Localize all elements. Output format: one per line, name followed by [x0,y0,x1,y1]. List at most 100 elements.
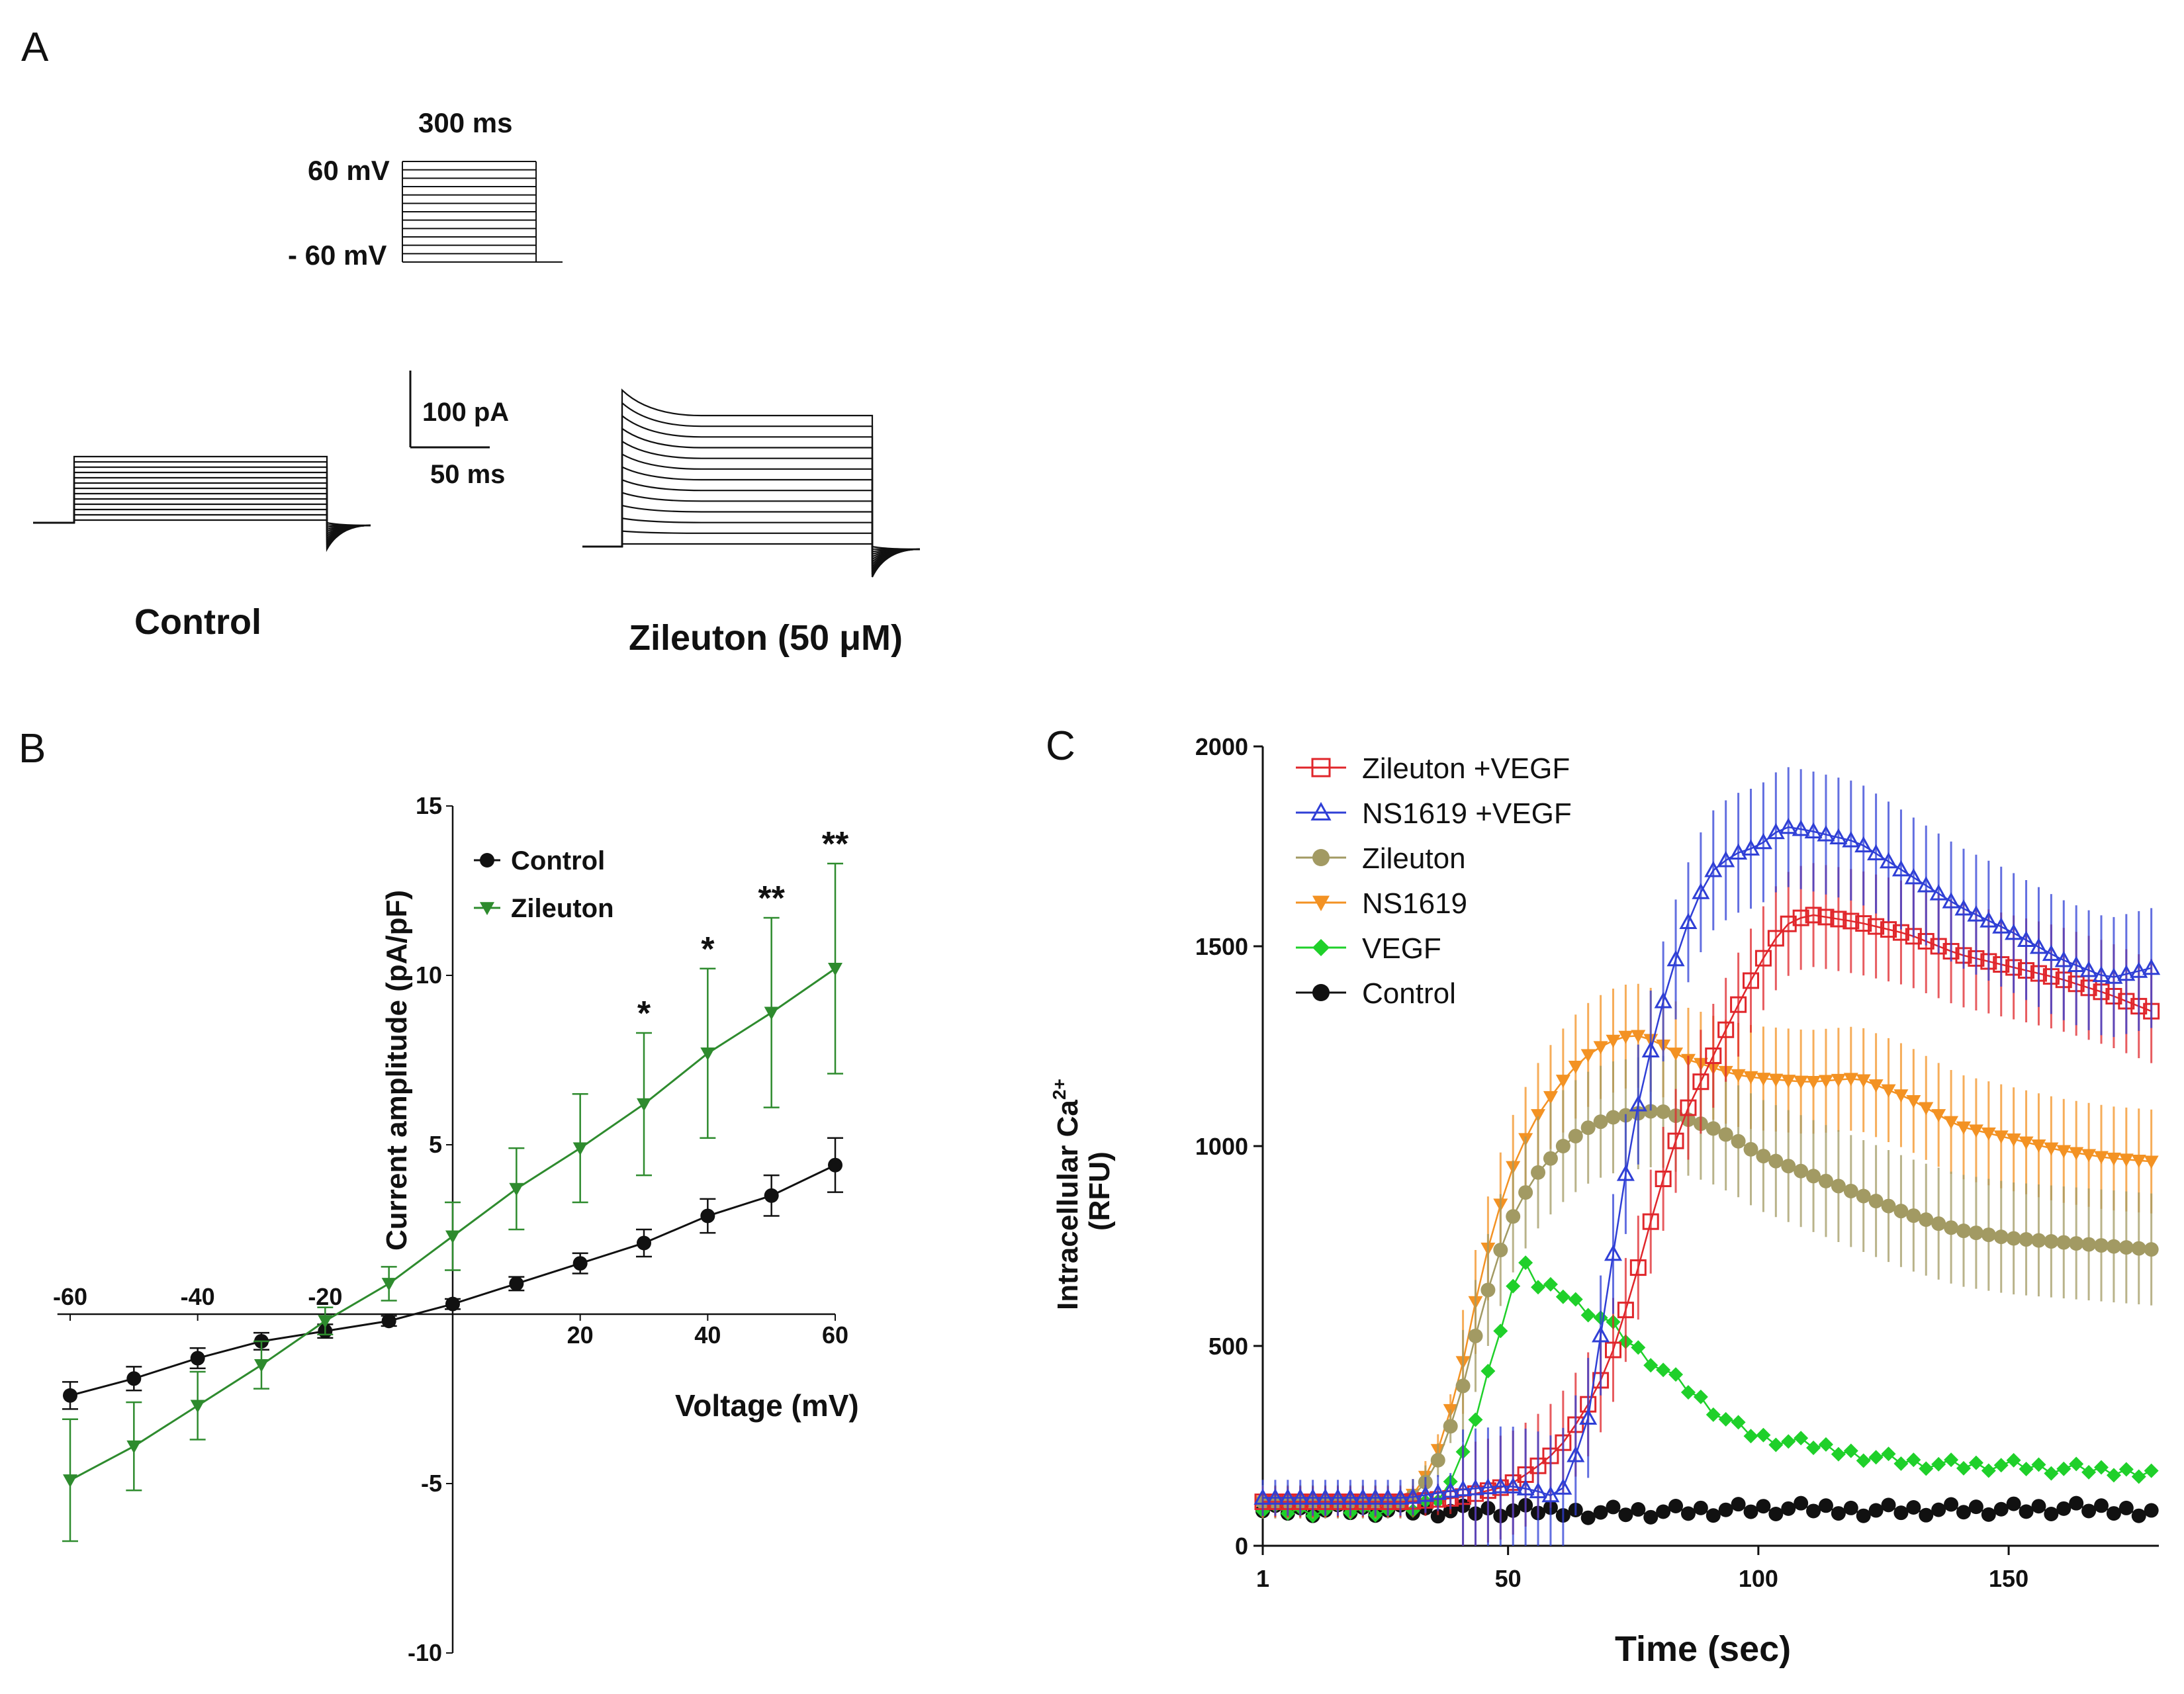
ca-point [1830,911,1847,928]
ca-point [1443,1419,1458,1434]
ca-point [2031,1139,2046,1153]
ca-point [1754,950,1772,967]
iv-point-control [700,1208,715,1224]
ca-point [1554,1478,1572,1495]
ca-point [1518,1255,1533,1270]
ca-point [1967,905,1985,922]
iv-point-control [190,1351,205,1366]
ca-point [1881,1497,1896,1513]
ca-point [1906,1208,1921,1224]
ca-point [1992,917,2011,934]
ca-point [1867,844,1886,861]
ca-point [2081,1149,2097,1163]
ca-point [2094,1238,2109,1253]
ca-point [1854,836,1873,853]
ca-point [1567,1446,1585,1462]
iv-point-control [637,1235,651,1251]
iv-x-tick-label: 40 [694,1321,721,1349]
ca-point [1606,1110,1621,1125]
ca-point [2106,1506,2121,1521]
ca-point [1806,1075,1821,1089]
ca-point [1868,1194,1884,1209]
ca-point [1266,1488,1285,1505]
iv-legend-label: Control [511,846,605,875]
ca-point [1818,1498,1833,1513]
ca-point [1818,1075,1833,1089]
ca-y-tick-label: 500 [1208,1333,1248,1360]
ca-point [1768,1073,1784,1087]
ca-point [2106,1468,2121,1483]
ca-point [1993,1229,2009,1245]
ca-point [1942,892,1960,909]
ca-point [1981,1227,1996,1243]
ca-point [1592,1326,1610,1343]
iv-point-control [509,1276,524,1291]
iv-point-zileuton [572,1142,588,1156]
ca-point [1729,843,1748,860]
ca-point [1868,918,1885,935]
ca-point [1704,861,1723,877]
ca-y-axis-label-group: Intracellular Ca2+ (RFU) [1049,1079,1116,1310]
ca-point [1805,907,1822,924]
current-trace [33,482,371,540]
ca-point [1516,1479,1535,1495]
ca-point [2118,1500,2134,1515]
current-trace [582,466,921,564]
ca-point [1944,1116,1959,1130]
current-trace [582,440,921,569]
ca-x-axis-label: Time (sec) [1615,1629,1791,1669]
ca-legend-label: Control [1362,977,1456,1010]
ca-point [2105,967,2123,984]
ca-point [1593,1505,1608,1520]
ca-point [1756,1499,1771,1514]
ca-point [1693,1390,1708,1405]
ca-point [1868,1079,1884,1092]
ca-point [1680,1506,1696,1521]
ca-point [1668,1048,1684,1061]
panel-b-letter: B [19,726,46,772]
ca-point [1856,1453,1871,1468]
iv-x-tick-label: 60 [822,1321,848,1349]
ca-point [1655,1171,1672,1188]
ca-point [1843,913,1860,930]
ca-point [1968,1124,1983,1138]
ca-point [1631,1340,1646,1355]
iv-point-zileuton [509,1182,524,1196]
ca-point [1893,1204,1909,1219]
ca-point [1479,1478,1497,1495]
iv-point-control [445,1296,460,1312]
ca-point [2069,1456,2084,1472]
ca-legend-marker [1312,984,1330,1001]
panel-a-letter: A [21,24,49,70]
iv-y-tick-label: 15 [416,792,442,819]
ca-point [1568,1128,1583,1143]
ca-point [2118,1153,2134,1167]
ca-point [1468,1412,1483,1427]
ca-point [1767,930,1784,947]
iv-y-tick-label: 10 [416,961,442,989]
ca-point [2031,1457,2046,1472]
voltage-protocol [402,161,563,263]
ca-point [2006,1231,2021,1246]
ca-point [1893,1505,1909,1521]
traces-control [33,455,371,553]
ca-point [1843,1443,1858,1458]
ca-legend-marker [1312,849,1330,866]
ca-point [2081,1237,2097,1252]
ca-point [1717,851,1735,868]
ca-point [1441,1482,1460,1498]
ca-point [1792,909,1809,926]
ca-point [1868,1450,1884,1465]
ca-point [1493,1323,1508,1339]
ca-point [2019,1136,2034,1150]
ca-line [1263,826,2152,1499]
current-trace [582,543,921,551]
ca-point [1919,1212,1934,1227]
ca-point [1766,823,1785,840]
ca-point [1919,1507,1934,1523]
ca-point [1454,1480,1473,1497]
iv-x-tick-label: 20 [567,1321,594,1349]
iv-point-zileuton [190,1400,205,1413]
ca-point [2079,961,2098,977]
